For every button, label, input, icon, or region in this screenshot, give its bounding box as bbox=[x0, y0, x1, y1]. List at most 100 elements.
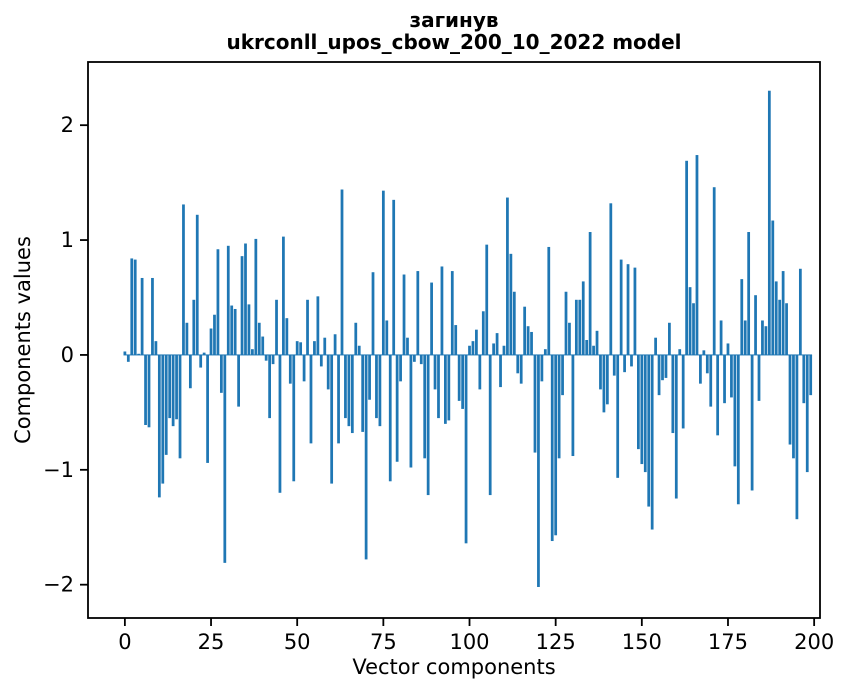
chart-title-word: загинув bbox=[409, 8, 498, 32]
bar-component-60 bbox=[330, 354, 334, 484]
bar-component-150 bbox=[640, 354, 644, 465]
x-tick-label-75: 75 bbox=[370, 630, 397, 654]
bar-component-40 bbox=[261, 336, 265, 355]
bar-component-72 bbox=[371, 272, 375, 355]
bar-component-19 bbox=[188, 354, 192, 389]
bar-component-117 bbox=[526, 326, 530, 355]
bar-component-61 bbox=[333, 334, 337, 355]
bar-component-8 bbox=[151, 277, 154, 355]
x-tick-label-0: 0 bbox=[118, 630, 131, 654]
bars-group bbox=[123, 90, 813, 587]
bar-component-77 bbox=[388, 354, 392, 482]
bar-component-158 bbox=[668, 322, 671, 355]
bar-component-43 bbox=[271, 354, 275, 365]
bar-component-34 bbox=[240, 256, 244, 355]
bar-component-176 bbox=[730, 354, 733, 398]
bar-component-45 bbox=[278, 354, 282, 493]
axes-group: 0 25 50 75 100 125 150 175 200 −2 −1 0 1 2 bbox=[43, 61, 834, 654]
bar-component-32 bbox=[233, 308, 237, 355]
bar-component-135 bbox=[588, 232, 592, 355]
bar-component-81 bbox=[402, 274, 406, 355]
bar-component-20 bbox=[192, 299, 196, 355]
bar-component-15 bbox=[175, 354, 178, 420]
bar-component-103 bbox=[478, 354, 482, 390]
bar-component-173 bbox=[719, 320, 723, 355]
bar-component-41 bbox=[264, 354, 268, 361]
bar-component-184 bbox=[757, 354, 761, 401]
bar-component-94 bbox=[447, 354, 451, 421]
bar-component-179 bbox=[740, 279, 744, 355]
bar-component-131 bbox=[574, 299, 578, 355]
bar-component-21 bbox=[195, 214, 199, 355]
bar-component-68 bbox=[357, 345, 361, 355]
bar-component-73 bbox=[375, 354, 378, 419]
bar-component-64 bbox=[344, 354, 347, 419]
bar-component-138 bbox=[599, 354, 602, 390]
bar-component-114 bbox=[516, 354, 520, 374]
bar-component-151 bbox=[643, 354, 647, 473]
bar-component-49 bbox=[292, 354, 296, 482]
bar-component-65 bbox=[347, 354, 351, 427]
bar-component-108 bbox=[495, 333, 499, 355]
bar-component-161 bbox=[678, 349, 682, 355]
bar-component-10 bbox=[157, 354, 161, 498]
bar-component-50 bbox=[295, 341, 299, 355]
bar-component-118 bbox=[530, 331, 533, 355]
bar-component-78 bbox=[392, 199, 396, 355]
bar-component-93 bbox=[444, 354, 447, 424]
bar-component-99 bbox=[464, 354, 468, 544]
bar-component-115 bbox=[519, 354, 523, 384]
bar-component-127 bbox=[561, 354, 564, 396]
plot-spines bbox=[87, 61, 821, 619]
bar-component-154 bbox=[654, 337, 657, 355]
bar-component-63 bbox=[340, 189, 344, 355]
bar-component-183 bbox=[754, 295, 757, 355]
bar-component-56 bbox=[316, 296, 320, 355]
bar-component-16 bbox=[178, 354, 182, 459]
bar-component-53 bbox=[306, 299, 309, 355]
bar-component-83 bbox=[409, 354, 413, 468]
bar-component-156 bbox=[661, 354, 664, 381]
bar-component-132 bbox=[578, 299, 582, 355]
bar-component-55 bbox=[313, 341, 316, 355]
bar-component-122 bbox=[543, 349, 547, 355]
bar-component-30 bbox=[226, 245, 230, 355]
bar-component-171 bbox=[712, 187, 716, 355]
bar-component-182 bbox=[750, 354, 754, 491]
zero-baseline bbox=[123, 354, 813, 356]
bar-component-191 bbox=[781, 271, 785, 355]
bar-component-110 bbox=[502, 345, 506, 355]
bar-component-109 bbox=[499, 354, 502, 388]
bar-component-185 bbox=[761, 320, 764, 355]
x-tick-label-200: 200 bbox=[794, 630, 834, 654]
bar-component-137 bbox=[595, 330, 599, 355]
x-tick-label-25: 25 bbox=[198, 630, 225, 654]
bar-component-71 bbox=[368, 354, 371, 400]
bar-component-62 bbox=[337, 354, 340, 444]
bar-component-121 bbox=[540, 354, 544, 382]
bar-component-170 bbox=[709, 354, 713, 407]
bar-component-148 bbox=[633, 267, 637, 355]
bar-component-26 bbox=[213, 314, 216, 355]
bar-component-95 bbox=[450, 271, 454, 355]
bar-component-70 bbox=[364, 354, 368, 560]
bar-component-159 bbox=[671, 354, 675, 434]
bar-component-67 bbox=[354, 322, 358, 355]
x-tick-label-150: 150 bbox=[622, 630, 662, 654]
bar-component-4 bbox=[137, 353, 141, 355]
bar-component-188 bbox=[771, 220, 775, 355]
bar-component-42 bbox=[268, 354, 271, 419]
bar-component-157 bbox=[664, 354, 668, 378]
bar-component-104 bbox=[481, 311, 485, 355]
bar-component-140 bbox=[605, 354, 609, 405]
bar-component-54 bbox=[309, 354, 313, 444]
bar-component-180 bbox=[743, 320, 747, 355]
bar-component-192 bbox=[785, 303, 788, 355]
bar-component-141 bbox=[609, 203, 613, 355]
bar-component-39 bbox=[257, 322, 261, 355]
bar-component-96 bbox=[454, 325, 458, 355]
x-tick-label-175: 175 bbox=[708, 630, 748, 654]
bar-component-91 bbox=[437, 354, 440, 419]
bar-component-106 bbox=[488, 354, 492, 496]
